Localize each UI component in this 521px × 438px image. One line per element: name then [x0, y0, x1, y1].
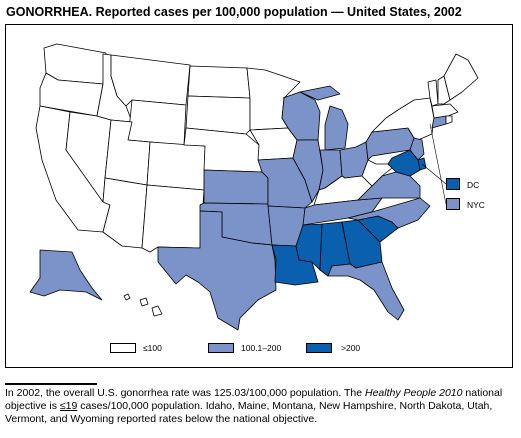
state-tn [302, 197, 383, 226]
dc-leader-line [421, 163, 447, 185]
legend-swatch-high [306, 343, 332, 353]
inset-swatch-nyc [446, 198, 460, 210]
legend-label-mid: 100.1–200 [241, 343, 282, 353]
legend-label-high: >200 [341, 343, 361, 353]
footnote-text-2: national objective is [5, 387, 503, 412]
footnote-text-3: cases/100,000 population. Idaho, Maine, … [5, 400, 493, 425]
state-mt [110, 54, 191, 107]
legend-label-low: ≤100 [143, 343, 162, 353]
map-frame [5, 24, 513, 368]
state-fl [327, 261, 405, 321]
state-nm [141, 184, 205, 253]
legend-swatch-mid [208, 343, 234, 353]
state-hi [123, 293, 163, 317]
state-ks [203, 169, 269, 205]
state-me [443, 53, 479, 101]
state-vt [427, 79, 439, 107]
state-tx [157, 210, 277, 331]
state-nd [187, 65, 251, 99]
state-ct [431, 115, 447, 129]
footnote-italic: Healthy People 2010 [364, 387, 463, 399]
state-wy [127, 99, 187, 146]
map-title: GONORRHEA. Reported cases per 100,000 po… [6, 5, 462, 19]
footnote-objective: ≤19 [59, 400, 78, 412]
state-mi [299, 85, 349, 151]
state-nc [347, 197, 431, 229]
state-ak [29, 249, 103, 301]
inset-label-nyc: NYC [467, 200, 485, 210]
state-md [387, 149, 421, 177]
state-ma [431, 103, 459, 119]
state-il [292, 139, 324, 203]
state-co [146, 141, 206, 191]
nyc-leader-line [429, 123, 447, 205]
state-az [102, 177, 148, 249]
inset-swatch-dc [446, 178, 460, 190]
footnote-rule [5, 383, 97, 385]
state-sd [185, 95, 251, 135]
inset-label-dc: DC [467, 180, 480, 190]
state-ri [445, 115, 453, 125]
state-nj [409, 137, 425, 161]
legend-swatch-low [110, 343, 136, 353]
state-nh [437, 75, 451, 105]
footnote-text-1: In 2002, the overall U.S. gonorrhea rate… [5, 387, 365, 399]
footnote: In 2002, the overall U.S. gonorrhea rate… [5, 387, 513, 426]
